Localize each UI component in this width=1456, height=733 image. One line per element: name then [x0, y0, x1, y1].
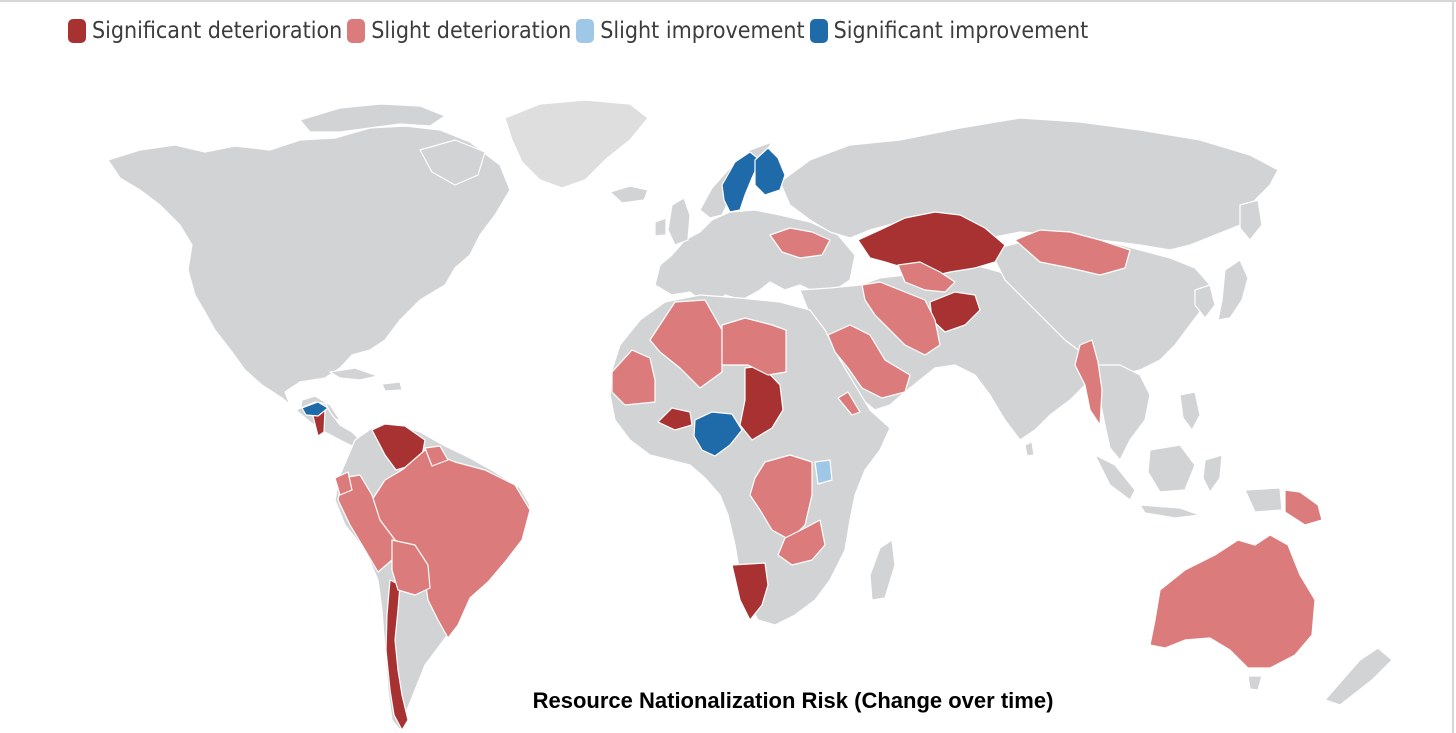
country-finland[interactable]	[754, 147, 786, 196]
country-guyana[interactable]	[424, 445, 449, 467]
country-honduras[interactable]	[301, 401, 329, 417]
country-eritrea[interactable]	[837, 391, 861, 416]
sulawesi	[1202, 454, 1223, 493]
country-chile[interactable]	[385, 579, 409, 731]
japan	[1217, 259, 1249, 321]
legend-swatch-slight-deterioration	[347, 19, 366, 43]
legend-item-significant-improvement[interactable]: Significant improvement	[809, 18, 1089, 44]
legend-item-significant-deterioration[interactable]: Significant deterioration	[68, 18, 342, 44]
country-myanmar[interactable]	[1074, 339, 1103, 426]
arctic-islands	[299, 103, 446, 133]
hispaniola	[381, 381, 403, 392]
borneo	[1147, 444, 1196, 493]
top-border	[0, 0, 1456, 2]
korea	[1194, 284, 1216, 319]
tasmania-base	[1247, 675, 1263, 691]
legend-label: Slight improvement	[600, 18, 805, 44]
new-guinea-west	[1244, 487, 1283, 513]
java	[1139, 504, 1201, 519]
country-namibia[interactable]	[731, 562, 769, 621]
legend-swatch-slight-improvement	[576, 19, 595, 43]
russia	[779, 117, 1279, 251]
country-mauritania[interactable]	[611, 349, 656, 406]
country-uganda[interactable]	[814, 459, 833, 485]
cuba	[329, 367, 379, 381]
legend-item-slight-deterioration[interactable]: Slight deterioration	[347, 18, 571, 44]
madagascar	[869, 539, 896, 601]
map-legend: Significant deterioration Slight deterio…	[68, 18, 1093, 44]
country-saudi-arabia[interactable]	[827, 324, 911, 399]
country-burkina-faso[interactable]	[657, 407, 693, 431]
sumatra	[1094, 454, 1136, 501]
legend-item-slight-improvement[interactable]: Slight improvement	[576, 18, 805, 44]
iceland	[609, 185, 649, 204]
country-kazakhstan[interactable]	[857, 211, 1006, 279]
country-bolivia[interactable]	[391, 539, 431, 596]
country-sweden[interactable]	[721, 151, 761, 213]
country-mongolia[interactable]	[1014, 229, 1131, 276]
legend-swatch-significant-deterioration	[68, 19, 86, 43]
kamchatka	[1239, 199, 1263, 241]
legend-swatch-significant-improvement	[809, 19, 828, 43]
country-iran[interactable]	[861, 281, 941, 356]
country-uzbekistan[interactable]	[897, 261, 956, 293]
legend-label: Significant deterioration	[92, 18, 343, 44]
country-algeria[interactable]	[649, 299, 723, 389]
country-australia[interactable]	[1149, 534, 1316, 669]
country-libya[interactable]	[721, 317, 787, 376]
new-zealand	[1324, 647, 1393, 706]
legend-label: Significant improvement	[833, 18, 1089, 44]
sri-lanka	[1024, 441, 1035, 457]
greenland	[504, 99, 649, 189]
great-britain	[667, 197, 691, 246]
country-papua-new-guinea[interactable]	[1284, 489, 1323, 526]
country-ukraine[interactable]	[769, 227, 831, 259]
indochina	[1094, 364, 1151, 461]
philippines	[1179, 391, 1201, 431]
legend-label: Slight deterioration	[371, 18, 572, 44]
baffin-island	[419, 139, 486, 186]
ireland	[654, 217, 667, 237]
country-nigeria[interactable]	[693, 411, 743, 457]
right-border	[1452, 0, 1454, 733]
north-america	[107, 125, 511, 421]
east-asia	[989, 237, 1211, 376]
country-zambia[interactable]	[777, 519, 826, 566]
map-title: Resource Nationalization Risk (Change ov…	[532, 688, 1054, 713]
country-ecuador[interactable]	[334, 471, 353, 496]
